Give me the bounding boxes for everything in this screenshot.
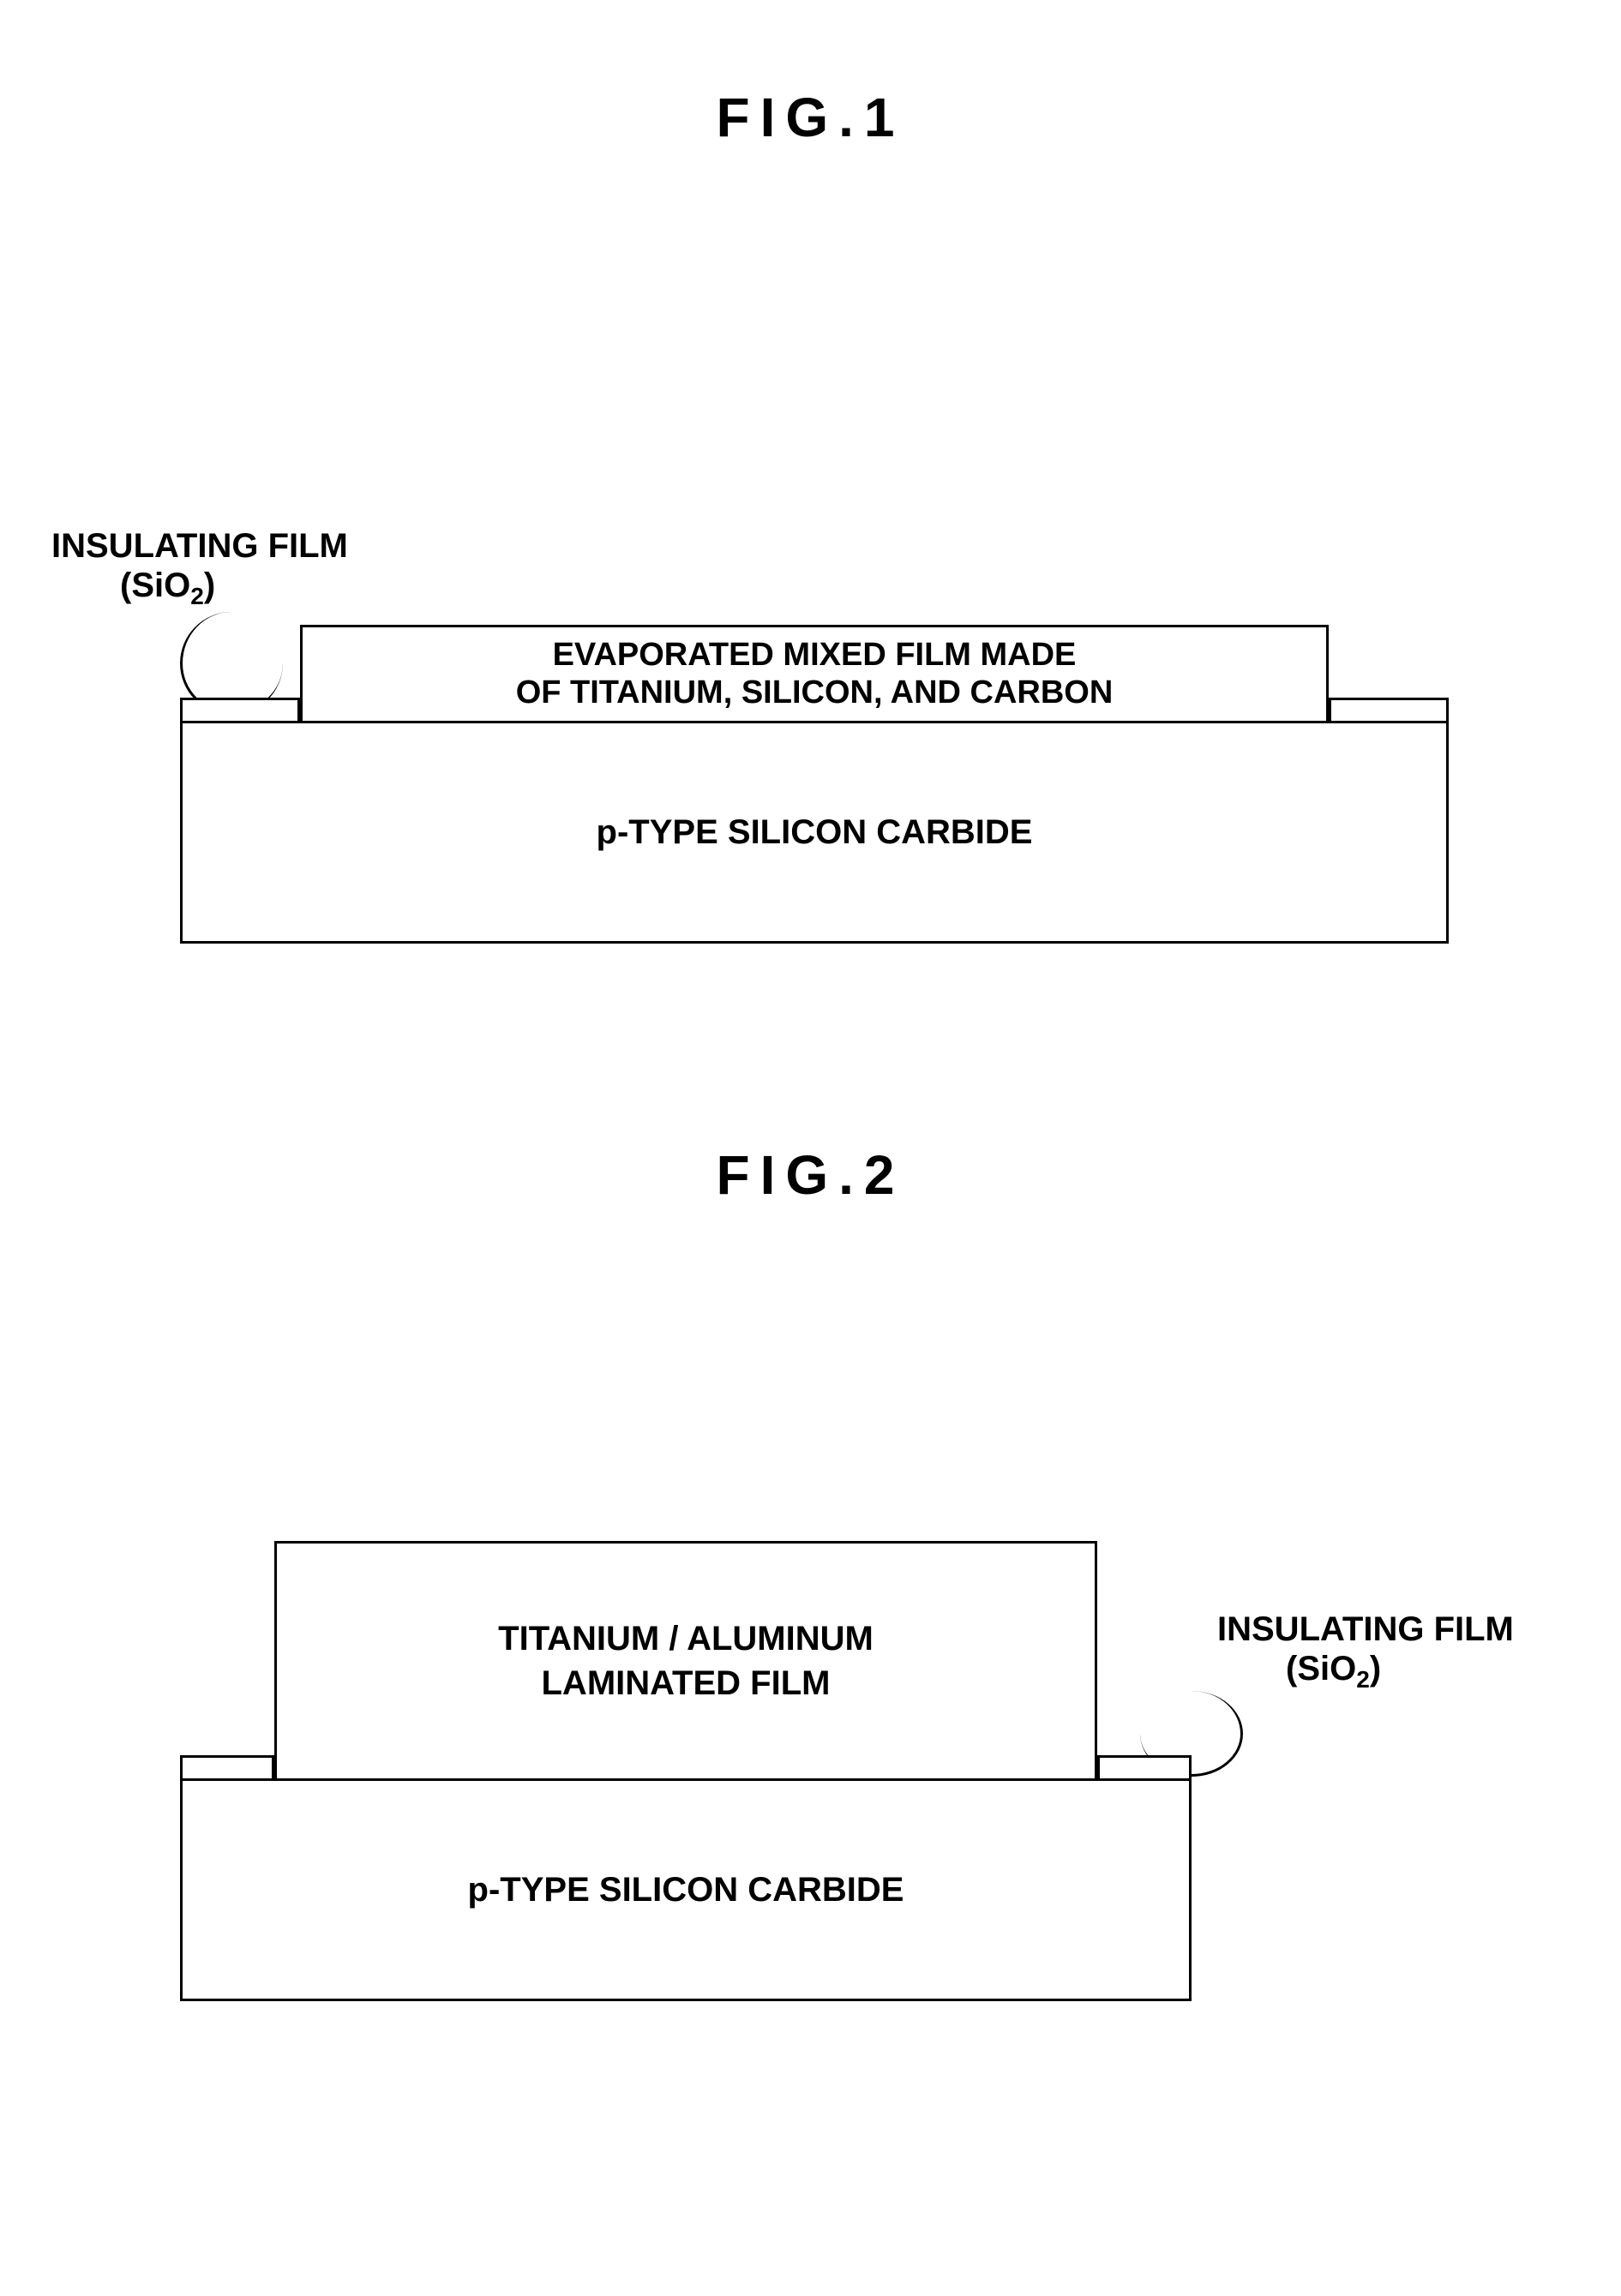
fig2-substrate: p-TYPE SILICON CARBIDE [180, 1778, 1192, 2001]
fig1-callout-line2a: (SiO [120, 567, 190, 604]
fig1-callout-sub: 2 [190, 583, 204, 609]
page: FIG.1 INSULATING FILM (SiO2) EVAPORATED … [34, 86, 1587, 2029]
fig1-insulating-left [180, 698, 300, 723]
fig2-callout-line2b: ) [1370, 1650, 1381, 1688]
fig1-insulating-right [1329, 698, 1449, 723]
fig2-insulating-right [1097, 1755, 1192, 1781]
fig2-callout-line2a: (SiO [1286, 1650, 1356, 1688]
fig1-callout-line1: INSULATING FILM [51, 527, 348, 565]
fig1-title: FIG.1 [34, 86, 1587, 149]
fig2-insulating-left [180, 1755, 274, 1781]
fig2-callout-line1: INSULATING FILM [1217, 1610, 1514, 1648]
fig1-top-layer: EVAPORATED MIXED FILM MADE OF TITANIUM, … [300, 625, 1329, 723]
fig1-callout-line2b: ) [204, 567, 215, 604]
fig-spacer [34, 972, 1587, 1143]
fig2-callout-sub: 2 [1356, 1666, 1370, 1693]
fig2-top-layer: TITANIUM / ALUMINUM LAMINATED FILM [274, 1541, 1097, 1781]
fig1-insulating-film-label: INSULATING FILM (SiO2) [51, 526, 348, 610]
fig1-block: INSULATING FILM (SiO2) EVAPORATED MIXED … [34, 183, 1587, 972]
fig1-substrate: p-TYPE SILICON CARBIDE [180, 721, 1449, 944]
fig2-insulating-film-label: INSULATING FILM (SiO2) [1217, 1610, 1514, 1694]
fig2-title: FIG.2 [34, 1143, 1587, 1207]
fig2-block: INSULATING FILM (SiO2) TITANIUM / ALUMIN… [34, 1241, 1587, 2029]
